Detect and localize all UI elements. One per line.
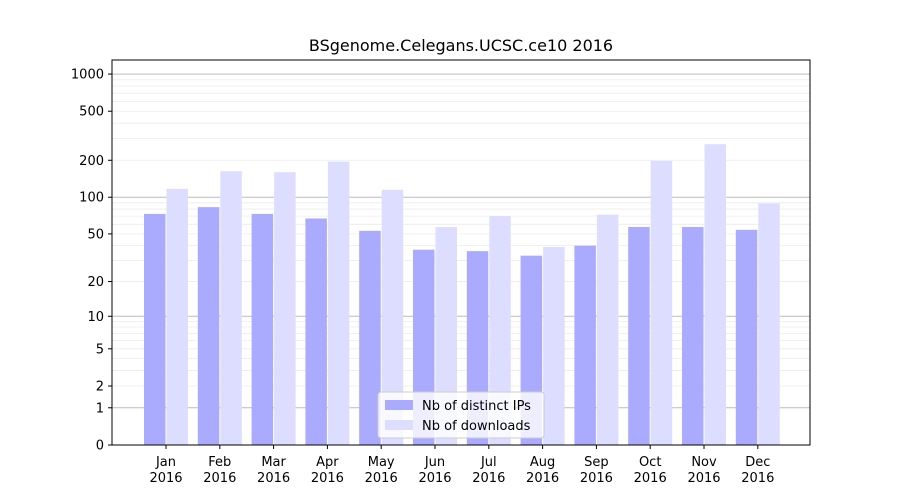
x-tick-label-month: Nov [691, 455, 717, 470]
bar-distinct-ips [735, 229, 758, 445]
legend-label: Nb of distinct IPs [422, 399, 531, 414]
x-tick-label-year: 2016 [203, 471, 236, 486]
x-tick-label-month: May [368, 455, 395, 470]
x-tick-label-month: Sep [584, 455, 609, 470]
y-axis: 0 1 2 5 10 20 50 100 200 500 1000 [71, 68, 112, 454]
legend-label: Nb of downloads [422, 419, 531, 434]
y-tick-label: 500 [79, 105, 104, 120]
x-tick-label-year: 2016 [741, 471, 774, 486]
y-tick-label: 10 [87, 310, 104, 325]
x-tick-label-year: 2016 [472, 471, 505, 486]
bar-downloads [435, 226, 457, 445]
y-tick-label: 1 [96, 401, 104, 416]
bar-distinct-ips [359, 230, 381, 445]
bar-downloads [327, 161, 350, 445]
x-tick-label-month: Jul [480, 455, 497, 470]
plot-frame [111, 59, 811, 446]
x-tick-label-year: 2016 [149, 471, 182, 486]
chart-title: BSgenome.Celegans.UCSC.ce10 2016 [309, 36, 613, 55]
x-tick-label-year: 2016 [365, 471, 398, 486]
bar-downloads [704, 144, 726, 446]
bar-downloads [596, 214, 619, 445]
x-tick-label-month: Aug [530, 455, 555, 470]
bar-distinct-ips [574, 245, 596, 445]
bar-downloads [489, 216, 511, 445]
y-tick-label: 50 [87, 227, 104, 242]
bar-downloads [650, 160, 673, 445]
x-tick-label-year: 2016 [526, 471, 559, 486]
y-tick-label: 0 [96, 439, 104, 454]
bar-distinct-ips [628, 226, 650, 445]
bar-downloads [274, 172, 296, 446]
x-tick-label-year: 2016 [687, 471, 720, 486]
x-tick-label-month: Jan [155, 455, 176, 470]
bar-downloads [543, 246, 565, 445]
y-tick-label: 1000 [71, 68, 104, 83]
bars [144, 144, 780, 446]
legend-box [377, 391, 545, 439]
legend-swatch [385, 400, 413, 410]
x-tick-label-year: 2016 [257, 471, 290, 486]
bar-downloads [166, 188, 188, 445]
y-tick-label: 5 [96, 342, 104, 357]
x-tick-label-month: Jun [424, 455, 445, 470]
bar-distinct-ips [305, 218, 327, 445]
bar-downloads [220, 171, 242, 446]
y-tick-label: 200 [79, 154, 104, 169]
x-tick-label-year: 2016 [634, 471, 667, 486]
x-tick-label-month: Oct [639, 455, 661, 470]
legend-swatch [385, 420, 413, 430]
bar-downloads [381, 189, 404, 445]
y-tick-label: 100 [79, 191, 104, 206]
legend: Nb of distinct IPs Nb of downloads [377, 391, 545, 439]
bar-distinct-ips [144, 213, 166, 445]
y-tick-label: 20 [87, 275, 104, 290]
x-tick-label-year: 2016 [580, 471, 613, 486]
x-tick-label-month: Apr [316, 455, 339, 470]
bar-distinct-ips [251, 213, 274, 445]
bar-downloads [758, 203, 780, 445]
x-tick-label-month: Mar [261, 455, 286, 470]
x-tick-label-month: Feb [208, 455, 231, 470]
x-axis: Jan2016Feb2016Mar2016Apr2016May2016Jun20… [149, 445, 774, 486]
x-tick-label-year: 2016 [311, 471, 344, 486]
y-tick-label: 2 [96, 380, 104, 395]
bar-distinct-ips [197, 207, 220, 445]
x-tick-label-month: Dec [745, 455, 770, 470]
x-tick-label-year: 2016 [418, 471, 451, 486]
bar-distinct-ips [682, 226, 704, 445]
